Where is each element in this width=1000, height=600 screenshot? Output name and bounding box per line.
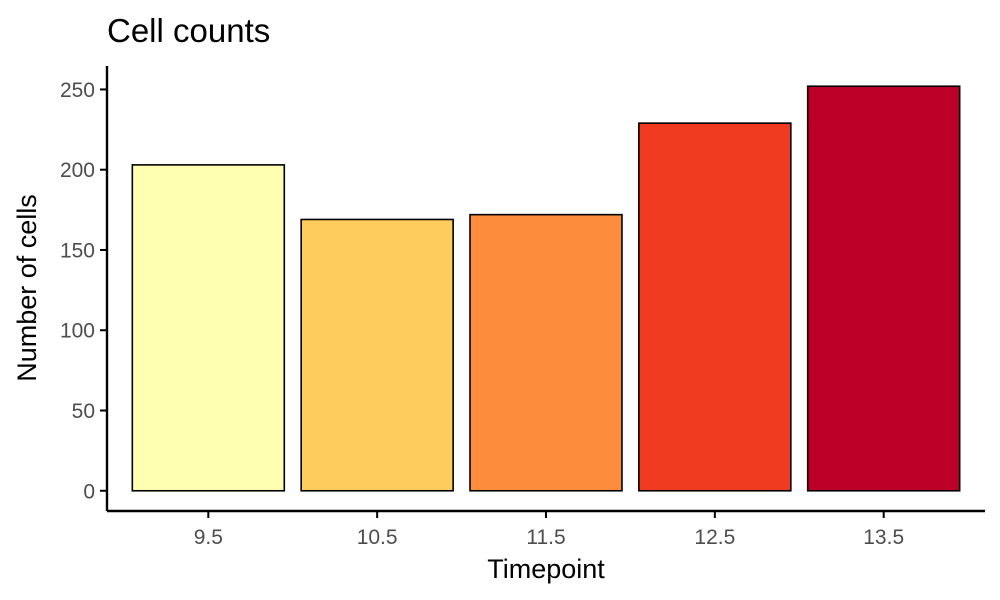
x-tick-label: 12.5 [694,526,735,549]
x-tick-label: 10.5 [357,526,398,549]
bar-10.5 [300,218,454,492]
x-tick-label: 13.5 [863,526,904,549]
y-tick-label: 250 [60,79,95,102]
bar-9.5 [131,164,286,492]
y-tick-label: 150 [60,239,95,262]
bar-13.5 [806,85,961,492]
bar-11.5 [469,213,623,492]
y-tick-label: 50 [72,400,95,423]
y-tick-label: 200 [60,159,95,182]
x-tick-label: 11.5 [526,526,565,549]
x-tick-label: 9.5 [194,526,223,549]
y-tick-label: 100 [60,320,95,343]
y-tick-label: 0 [83,480,95,503]
x-axis: 9.5 10.5 11.5 12.5 13.5 [107,509,985,549]
y-axis-title: Number of cells [12,194,42,382]
chart-title: Cell counts [107,12,270,49]
bar-12.5 [638,122,792,492]
bars-layer [131,85,961,492]
y-axis: 0 50 100 150 200 250 [60,66,109,511]
x-axis-title: Timepoint [487,554,605,584]
